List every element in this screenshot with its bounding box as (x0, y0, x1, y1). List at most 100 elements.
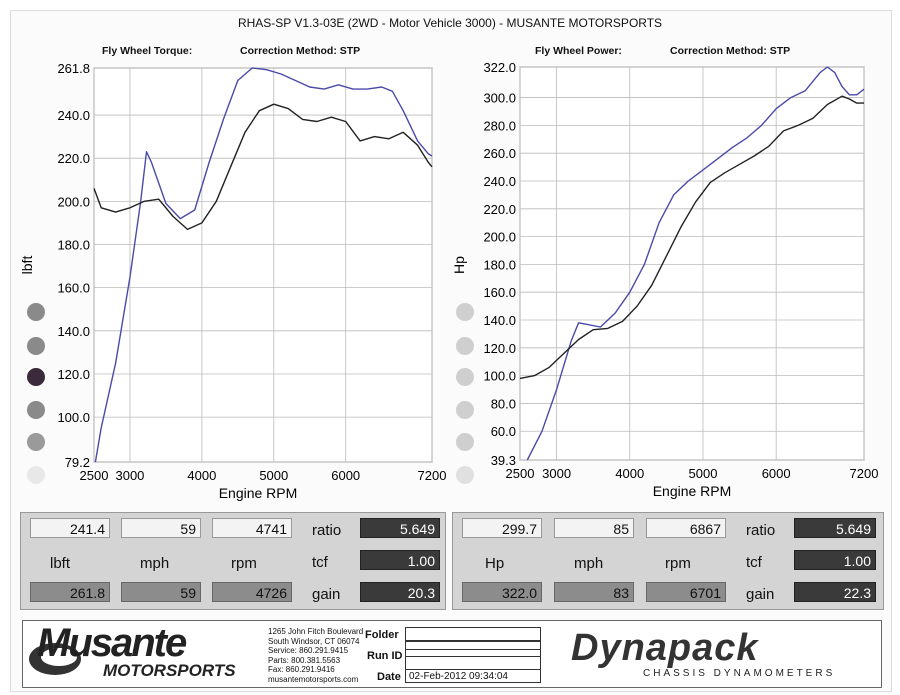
x-tick-label: 3000 (542, 466, 571, 481)
ratio-value: 5.649 (794, 518, 876, 538)
run-circle-icon[interactable] (456, 303, 474, 321)
run-circle-icon[interactable] (27, 433, 45, 451)
power-label: Fly Wheel Power: (535, 45, 622, 57)
y-tick-label: 322.0 (483, 60, 516, 75)
motorsports-logo: MOTORSPORTS (103, 661, 236, 680)
unit-hp: Hp (485, 555, 505, 572)
x-tick-label: 2500 (506, 466, 535, 481)
power-rpm: 6867 (646, 518, 726, 538)
peak-torque-rpm: 4726 (212, 582, 292, 602)
y-tick-label: 260.0 (483, 146, 516, 161)
y-tick-label: 160.0 (483, 285, 516, 300)
y-tick-label: 261.8 (57, 61, 90, 76)
run-circle-icon[interactable] (27, 401, 45, 419)
tcf-value: 1.00 (360, 550, 440, 570)
tcf-value: 1.00 (794, 550, 876, 570)
series-line-1 (94, 67, 433, 463)
x-axis-label: Engine RPM (653, 483, 732, 499)
y-tick-label: 140.0 (483, 313, 516, 328)
runid-field-2[interactable] (405, 656, 541, 670)
footer: Musante MOTORSPORTS 1265 John Fitch Boul… (22, 620, 882, 688)
y-tick-label: 200.0 (483, 230, 516, 245)
y-tick-label: 79.2 (65, 455, 90, 470)
unit-rpm: rpm (665, 555, 691, 572)
y-tick-label: 180.0 (57, 238, 90, 253)
report-title: RHAS-SP V1.3-03E (2WD - Motor Vehicle 30… (237, 16, 663, 30)
torque-rpm: 4741 (212, 518, 292, 538)
ratio-label: ratio (312, 522, 342, 539)
x-tick-label: 6000 (762, 466, 791, 481)
power-method: Correction Method: STP (670, 45, 791, 57)
y-tick-label: 140.0 (57, 324, 90, 339)
run-circle-icon[interactable] (456, 433, 474, 451)
run-circle-icon[interactable] (27, 303, 45, 321)
x-axis-label: Engine RPM (219, 485, 298, 501)
run-circle-icon[interactable] (456, 401, 474, 419)
series-line-1 (526, 66, 865, 461)
run-circle-icon[interactable] (456, 337, 474, 355)
peak-torque-mph: 59 (121, 582, 201, 602)
torque-method: Correction Method: STP (240, 45, 361, 57)
power-value: 299.7 (462, 518, 542, 538)
y-tick-label: 220.0 (483, 202, 516, 217)
dynapack-subtitle: CHASSIS DYNAMOMETERS (643, 668, 836, 679)
unit-rpm: rpm (231, 555, 257, 572)
y-tick-label: 240.0 (483, 174, 516, 189)
y-axis-label: Hp (451, 256, 467, 274)
run-circle-icon[interactable] (456, 466, 474, 484)
plot-area (93, 67, 433, 463)
musante-logo: Musante (37, 621, 187, 665)
tcf-label: tcf (746, 554, 762, 571)
gain-label: gain (312, 586, 341, 603)
y-tick-label: 280.0 (483, 118, 516, 133)
ratio-label: ratio (746, 522, 776, 539)
unit-mph: mph (140, 555, 170, 572)
run-circle-icon[interactable] (27, 368, 45, 386)
y-tick-label: 80.0 (491, 396, 516, 411)
x-tick-label: 3000 (115, 468, 144, 483)
run-circle-icon[interactable] (27, 466, 45, 484)
x-tick-label: 7200 (850, 466, 879, 481)
y-tick-label: 100.0 (483, 369, 516, 384)
series-line-2 (519, 95, 864, 380)
torque-value: 241.4 (30, 518, 110, 538)
unit-mph: mph (574, 555, 604, 572)
plot-area (519, 66, 865, 461)
torque-mph: 59 (121, 518, 201, 538)
peak-torque: 261.8 (30, 582, 110, 602)
peak-power-rpm: 6701 (646, 582, 726, 602)
y-tick-label: 180.0 (483, 257, 516, 272)
y-tick-label: 220.0 (57, 151, 90, 166)
dynapack-logo: Dynapack (571, 627, 759, 669)
peak-power: 322.0 (462, 582, 542, 602)
y-axis-label: lbft (19, 256, 35, 275)
x-tick-label: 4000 (615, 466, 644, 481)
ratio-value: 5.649 (360, 518, 440, 538)
tcf-label: tcf (312, 554, 328, 571)
x-tick-label: 2500 (80, 468, 109, 483)
y-tick-label: 60.0 (491, 424, 516, 439)
x-tick-label: 4000 (187, 468, 216, 483)
run-circle-icon[interactable] (27, 337, 45, 355)
gain-value: 22.3 (794, 582, 876, 602)
x-tick-label: 5000 (689, 466, 718, 481)
y-tick-label: 120.0 (57, 367, 90, 382)
y-tick-label: 120.0 (483, 341, 516, 356)
gain-label: gain (746, 586, 775, 603)
x-tick-label: 6000 (331, 468, 360, 483)
folder-field[interactable] (405, 627, 541, 641)
folder-label: Folder (365, 629, 399, 641)
x-tick-label: 5000 (259, 468, 288, 483)
musante-swoosh-icon (29, 643, 81, 675)
y-tick-label: 240.0 (57, 108, 90, 123)
y-tick-label: 200.0 (57, 194, 90, 209)
runid-label: Run ID (367, 650, 403, 662)
unit-lbft: lbft (50, 555, 71, 572)
y-tick-label: 39.3 (491, 453, 516, 468)
power-mph: 85 (554, 518, 634, 538)
run-circle-icon[interactable] (456, 368, 474, 386)
date-field[interactable]: 02-Feb-2012 09:34:04 (405, 669, 541, 683)
shop-address: 1265 John Fitch Boulevard South Windsor,… (268, 627, 364, 684)
y-tick-label: 160.0 (57, 281, 90, 296)
